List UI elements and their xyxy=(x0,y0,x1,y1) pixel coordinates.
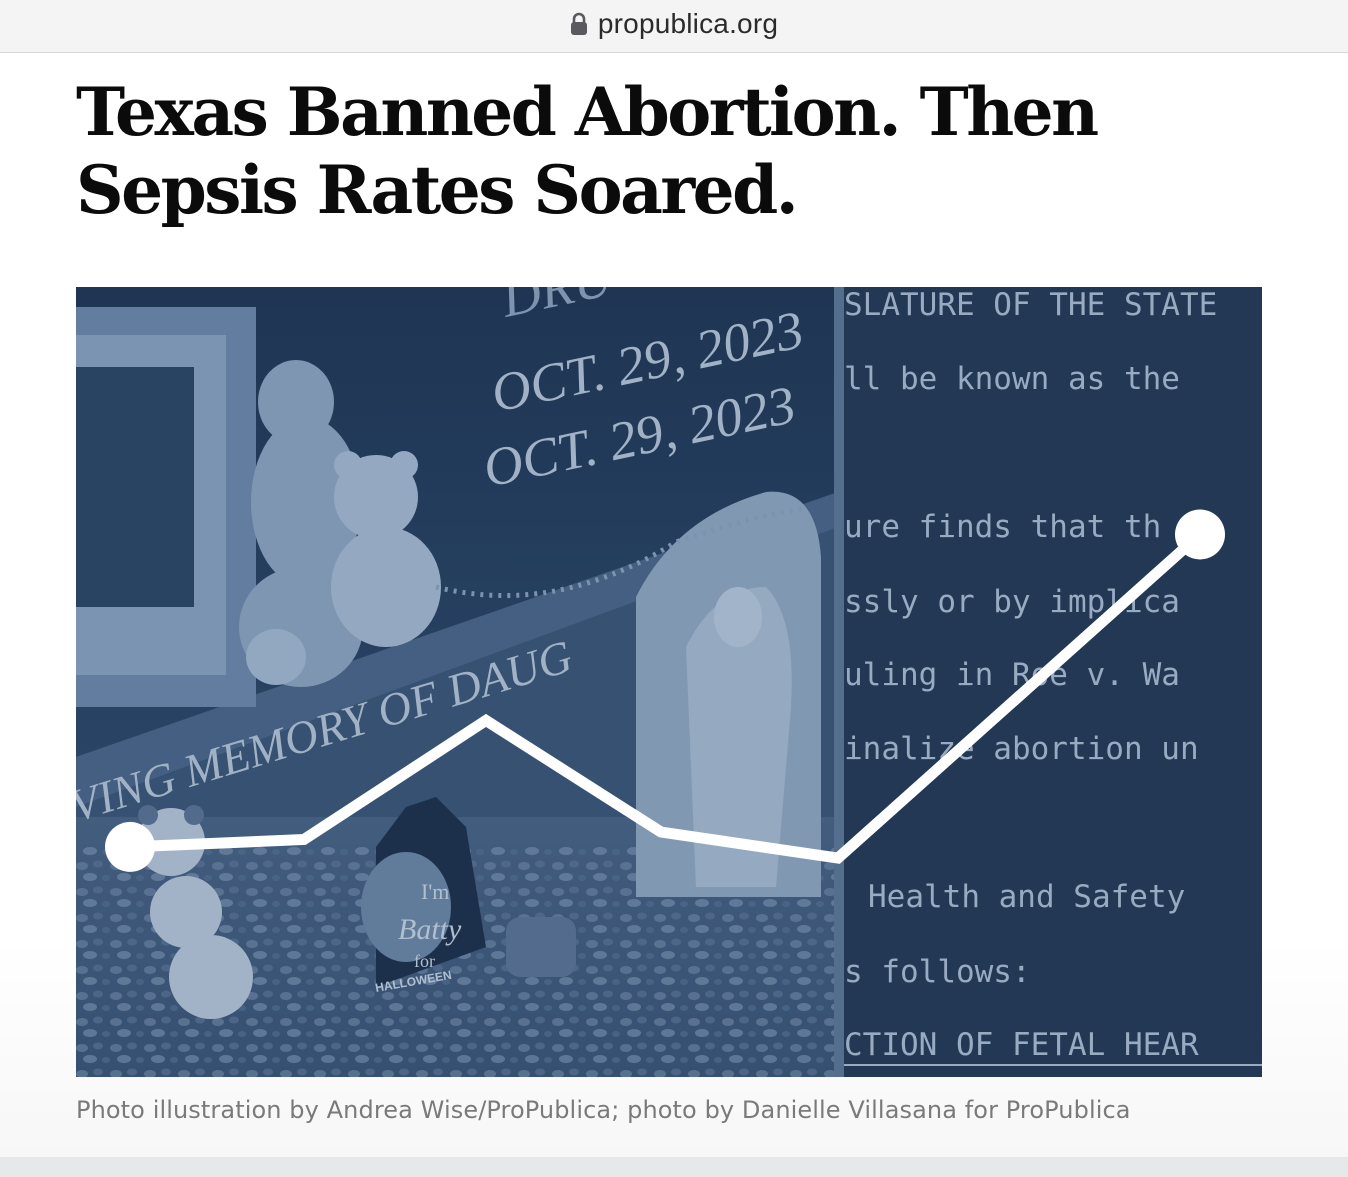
trend-end-point xyxy=(1175,509,1225,560)
browser-address-bar[interactable]: propublica.org xyxy=(0,0,1348,53)
article-page: Texas Banned Abortion. Then Sepsis Rates… xyxy=(0,53,1348,1157)
teddy-bear-figurine xyxy=(331,451,441,647)
sign-text-2: Batty xyxy=(398,913,462,946)
legislation-line-2: ll be known as the xyxy=(844,361,1180,397)
panda-figurines xyxy=(137,805,253,1019)
legislation-line-9: CTION OF FETAL HEAR xyxy=(844,1027,1199,1063)
angel-statue xyxy=(636,491,821,897)
legislation-text: SLATURE OF THE STATE ll be known as the … xyxy=(844,287,1217,1063)
trend-line-chart xyxy=(105,509,1225,872)
legislation-line-1: SLATURE OF THE STATE xyxy=(844,287,1217,323)
headstone-ledge xyxy=(76,492,838,807)
illustration-svg: DRU OCT. 29, 2023 OCT. 29, 2023 VING MEM… xyxy=(76,287,1262,1077)
sign-text-1: I'm xyxy=(421,879,449,904)
legislation-line-8: s follows: xyxy=(844,954,1031,990)
sign-text-3: for xyxy=(414,951,435,971)
url-text: propublica.org xyxy=(597,8,779,39)
trend-line xyxy=(124,528,1206,864)
address-bar-content: propublica.org xyxy=(570,8,778,40)
legislation-line-6: inalize abortion un xyxy=(844,731,1199,767)
candle xyxy=(506,917,576,977)
image-caption: Photo illustration by Andrea Wise/ProPub… xyxy=(76,1096,1131,1124)
panel-divider xyxy=(834,287,844,1077)
lock-icon xyxy=(570,12,588,36)
browser-bottom-bar xyxy=(0,1157,1348,1177)
legislation-document xyxy=(844,287,1262,1077)
hero-illustration: DRU OCT. 29, 2023 OCT. 29, 2023 VING MEM… xyxy=(76,287,1262,1077)
legislation-line-5: uling in Roe v. Wa xyxy=(844,657,1180,693)
legislation-line-3: ure finds that th xyxy=(844,509,1161,545)
trend-start-point xyxy=(105,821,155,872)
legislation-line-7: Health and Safety xyxy=(868,879,1185,915)
bead-necklace xyxy=(435,506,807,599)
article-headline: Texas Banned Abortion. Then Sepsis Rates… xyxy=(76,73,1099,229)
